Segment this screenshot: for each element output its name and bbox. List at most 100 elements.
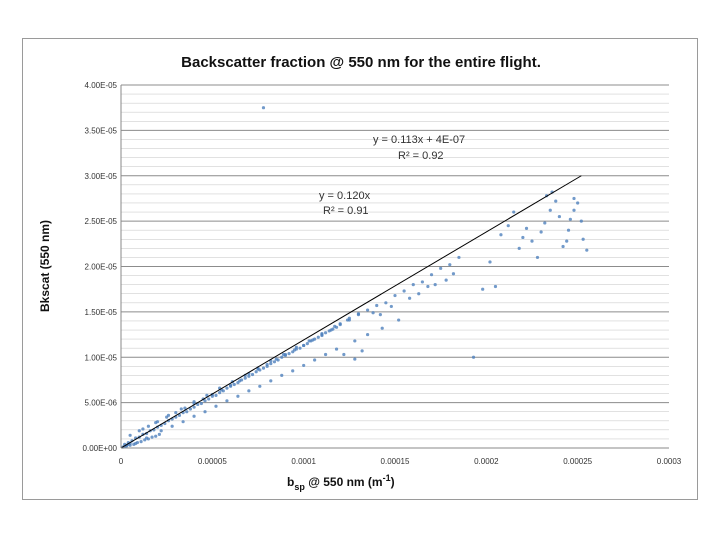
data-point (433, 283, 437, 287)
data-point (548, 208, 552, 212)
data-point (281, 352, 286, 357)
data-point (568, 217, 572, 221)
data-point (581, 237, 585, 241)
data-point (229, 383, 233, 387)
data-point (371, 311, 375, 315)
y-tick-label: 2.50E-05 (85, 217, 118, 226)
data-point (499, 233, 503, 237)
annotation-2-line2: R² = 0.91 (323, 205, 369, 217)
data-point (334, 347, 339, 351)
chart-title: Backscatter fraction @ 550 nm for the en… (181, 54, 541, 71)
data-point (139, 440, 143, 444)
data-point (298, 346, 302, 350)
y-tick-label: 4.00E-05 (85, 81, 118, 90)
x-axis-label: bsp @ 550 nm (m-1) (287, 473, 395, 492)
annotation-fit-2: y = 0.120x R² = 0.91 (319, 190, 371, 217)
data-point (238, 379, 242, 383)
data-point (572, 196, 576, 201)
x-tick-label: 0.00015 (381, 457, 410, 466)
grid (121, 84, 669, 449)
data-point (166, 413, 171, 417)
data-point (305, 342, 309, 346)
x-tick-label: 0 (119, 457, 124, 466)
data-point (225, 386, 229, 390)
data-point (402, 289, 406, 293)
data-point (181, 420, 185, 424)
data-point (366, 308, 370, 312)
data-point (585, 248, 589, 252)
data-point (323, 352, 328, 357)
x-axis-ticks: 0 0.00005 0.0001 0.00015 0.0002 0.00025 0.0003 (119, 457, 682, 466)
data-point (154, 420, 158, 425)
x-tick-label: 0.0001 (291, 457, 316, 466)
data-point (517, 246, 521, 250)
data-point (232, 382, 236, 387)
data-point (539, 230, 543, 234)
data-point (323, 331, 328, 335)
data-point (429, 273, 434, 277)
data-point (353, 357, 357, 361)
scatter-chart: Backscatter fraction @ 550 nm for the en… (38, 54, 682, 492)
data-point (311, 338, 315, 342)
y-tick-label: 0.00E+00 (83, 444, 118, 453)
data-point (457, 255, 461, 260)
data-point (393, 293, 397, 298)
data-point (272, 360, 277, 364)
data-point (137, 429, 141, 433)
data-point (316, 335, 320, 339)
data-point (448, 263, 452, 267)
data-point (572, 208, 576, 212)
annotation-2-line1: y = 0.120x (319, 190, 371, 202)
data-point (265, 362, 269, 367)
data-point (135, 440, 140, 445)
data-point (535, 255, 540, 260)
data-point (420, 280, 424, 284)
data-point (236, 394, 240, 398)
data-point (320, 332, 324, 336)
data-point (389, 304, 393, 309)
data-point (342, 352, 346, 357)
data-point (207, 397, 211, 401)
data-point (554, 199, 558, 203)
data-point (481, 287, 485, 291)
data-point (188, 407, 193, 411)
data-point (444, 278, 448, 282)
chart-frame: Backscatter fraction @ 550 nm for the en… (22, 38, 698, 500)
data-point (214, 404, 218, 408)
data-point (269, 362, 273, 366)
data-point (307, 339, 311, 343)
data-point (150, 435, 154, 439)
x-tick-label: 0.0002 (474, 457, 499, 466)
annotation-fit-1: y = 0.113x + 4E-07 R² = 0.92 (373, 134, 465, 162)
data-point (360, 349, 364, 353)
data-point (274, 357, 278, 361)
y-tick-label: 5.00E-06 (85, 399, 118, 408)
data-point (366, 332, 370, 337)
x-tick-label: 0.0003 (657, 457, 682, 466)
data-point (254, 370, 258, 374)
data-point (261, 106, 266, 110)
data-point (258, 384, 262, 388)
data-point (192, 414, 196, 418)
data-point (214, 393, 218, 397)
data-point (345, 318, 350, 322)
data-point (524, 226, 529, 230)
data-point (380, 326, 384, 330)
data-point (192, 405, 196, 409)
data-point (530, 239, 534, 243)
data-point (329, 328, 333, 332)
data-point (302, 343, 306, 348)
data-point (488, 260, 492, 264)
data-point (154, 434, 158, 438)
data-point (225, 399, 229, 403)
data-point (243, 376, 247, 380)
data-point (203, 410, 207, 414)
data-point (493, 284, 498, 289)
data-point (250, 372, 255, 377)
data-point (247, 389, 251, 393)
data-point (397, 318, 401, 322)
y-axis-label: Bkscat (550 nm) (38, 220, 52, 312)
data-point (426, 284, 430, 289)
y-tick-label: 3.50E-05 (85, 126, 118, 135)
y-tick-label: 2.00E-05 (85, 263, 118, 272)
